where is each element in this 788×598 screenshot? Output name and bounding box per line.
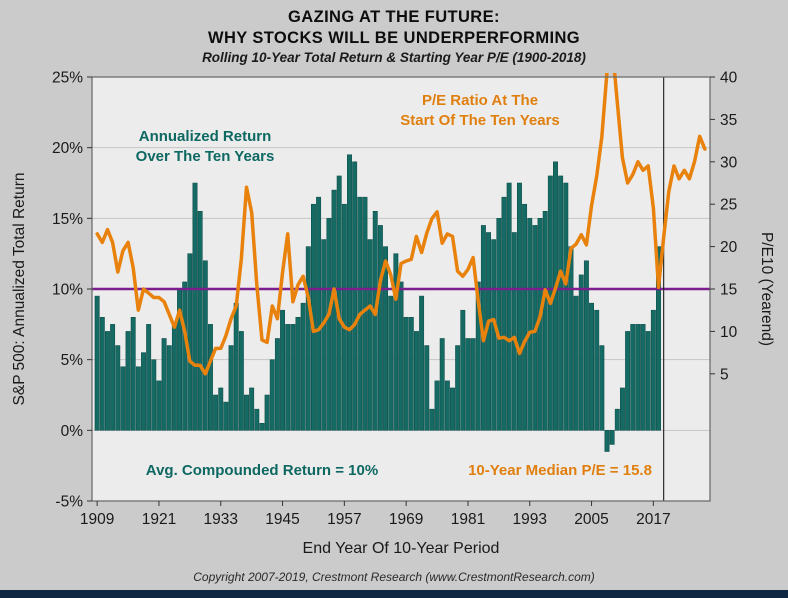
- annotation-median-pe: 10-Year Median P/E = 15.8: [468, 462, 652, 480]
- svg-text:30: 30: [720, 154, 738, 171]
- bottom-strip: [0, 590, 788, 598]
- annotation-pe-line1: P/E Ratio At The: [421, 92, 539, 110]
- svg-text:1933: 1933: [204, 511, 238, 528]
- title-line-2: WHY STOCKS WILL BE UNDERPERFORMING: [207, 28, 581, 47]
- chart-area: 25% 20% 15% 10% 5% 0% -5% 40 35 30 25 20 15 10 5 1909 19…: [0, 69, 788, 561]
- svg-text:2005: 2005: [574, 511, 608, 528]
- svg-text:1993: 1993: [513, 511, 547, 528]
- svg-text:10: 10: [720, 324, 738, 341]
- footer-copyright: Copyright 2007-2019, Crestmont Research …: [193, 570, 595, 584]
- svg-text:15: 15: [720, 282, 737, 299]
- chart-subtitle: Rolling 10-Year Total Return & Starting …: [202, 50, 586, 66]
- svg-text:5: 5: [720, 366, 729, 383]
- svg-text:35: 35: [720, 112, 737, 129]
- annotation-avg-return: Avg. Compounded Return = 10%: [145, 462, 379, 480]
- chart-svg: 25% 20% 15% 10% 5% 0% -5% 40 35 30 25 20 15 10 5 1909 19…: [11, 70, 775, 558]
- svg-text:End Year Of 10-Year Period: End Year Of 10-Year Period: [303, 540, 500, 557]
- svg-text:P/E10 (Yearend): P/E10 (Yearend): [758, 232, 775, 346]
- svg-text:0%: 0%: [61, 423, 84, 440]
- svg-text:5%: 5%: [61, 352, 84, 369]
- svg-text:20%: 20%: [52, 140, 83, 157]
- svg-text:25%: 25%: [52, 70, 83, 87]
- svg-text:1945: 1945: [265, 511, 299, 528]
- svg-text:1981: 1981: [451, 511, 485, 528]
- svg-text:1921: 1921: [142, 511, 176, 528]
- annotation-pe-label: P/E Ratio At The Start Of The Ten Years: [400, 91, 560, 131]
- chart-header: GAZING AT THE FUTURE: WHY STOCKS WILL BE…: [0, 0, 788, 67]
- annotation-bars-line1: Annualized Return: [138, 128, 272, 146]
- annotation-pe-line2: Start Of The Ten Years: [400, 112, 560, 130]
- title-line-1: GAZING AT THE FUTURE:: [288, 8, 500, 26]
- svg-text:10%: 10%: [52, 282, 83, 299]
- annotation-bars-label: Annualized Return Over The Ten Years: [136, 127, 275, 167]
- svg-text:25: 25: [720, 197, 737, 214]
- svg-text:1957: 1957: [327, 511, 361, 528]
- svg-text:40: 40: [720, 70, 738, 87]
- svg-text:S&P 500: Annualized Total Retu: S&P 500: Annualized Total Return: [11, 173, 28, 406]
- svg-text:2017: 2017: [636, 511, 670, 528]
- svg-text:15%: 15%: [52, 211, 83, 228]
- svg-text:20: 20: [720, 239, 738, 256]
- svg-text:-5%: -5%: [55, 494, 83, 511]
- annotation-bars-line2: Over The Ten Years: [135, 148, 275, 166]
- svg-text:1969: 1969: [389, 511, 423, 528]
- svg-text:1909: 1909: [80, 511, 114, 528]
